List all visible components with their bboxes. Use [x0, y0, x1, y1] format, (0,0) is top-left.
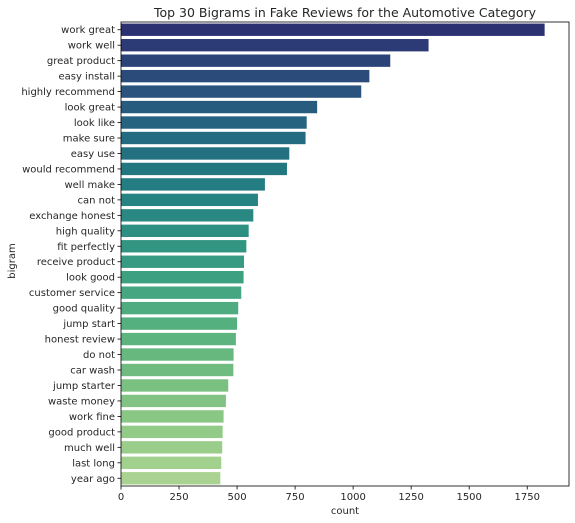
y-tick-label: work fine	[69, 412, 115, 423]
x-tick-label: 1250	[398, 492, 423, 503]
y-tick-label: easy install	[58, 72, 115, 83]
y-tick-label: high quality	[56, 226, 115, 237]
y-tick-label: good quality	[53, 304, 115, 315]
x-tick-label: 1000	[340, 492, 365, 503]
bar-honest-review	[121, 332, 236, 346]
y-tick-label: receive product	[37, 257, 115, 268]
bar-look-like	[121, 116, 307, 129]
bar-easy-use	[121, 147, 290, 160]
y-tick-label: great product	[47, 56, 115, 67]
bar-great-product	[121, 54, 391, 67]
bar-work-fine	[121, 410, 224, 423]
y-tick-label: look good	[66, 273, 115, 284]
y-tick-label: can not	[77, 195, 115, 206]
y-tick-label: work well	[68, 41, 115, 52]
y-tick-label: honest review	[45, 335, 115, 346]
x-tick-label: 1500	[456, 492, 481, 503]
x-tick-label: 250	[169, 492, 188, 503]
plot-frame	[120, 21, 570, 487]
y-tick-label: make sure	[63, 134, 115, 145]
y-tick-label: good product	[48, 427, 115, 438]
x-tick-label: 500	[228, 492, 247, 503]
bar-last-long	[121, 456, 222, 469]
bar-work-great	[121, 23, 545, 36]
bar-year-ago	[121, 472, 221, 485]
bar-work-well	[121, 39, 429, 52]
bar-receive-product	[121, 255, 245, 268]
y-tick-label: work great	[61, 25, 115, 36]
bar-high-quality	[121, 224, 249, 237]
bar-customer-service	[121, 286, 242, 299]
y-tick-label: do not	[83, 350, 115, 361]
y-tick-label: jump start	[62, 319, 115, 330]
bars-group	[121, 23, 545, 485]
y-tick-label: look like	[74, 118, 115, 129]
x-tick-label: 750	[286, 492, 305, 503]
bar-exchange-honest	[121, 209, 254, 222]
y-tick-label: jump starter	[52, 381, 116, 392]
bar-highly-recommend	[121, 85, 362, 98]
bar-car-wash	[121, 363, 234, 377]
y-tick-label: exchange honest	[29, 211, 115, 222]
y-tick-label: well make	[64, 180, 115, 191]
x-ticks: 0 250 500 750 1000 1250 1500 1750	[118, 486, 540, 503]
bar-do-not	[121, 348, 234, 361]
bar-fit-perfectly	[121, 240, 247, 253]
y-tick-labels: work great work well great product easy ins…	[21, 25, 121, 485]
y-tick-label: look great	[65, 103, 116, 114]
bar-much-well	[121, 441, 223, 454]
bar-look-good	[121, 271, 244, 284]
bar-make-sure	[121, 131, 306, 145]
y-tick-label: customer service	[29, 288, 115, 299]
bar-well-make	[121, 178, 265, 191]
x-tick-label: 1750	[514, 492, 539, 503]
bar-can-not	[121, 193, 258, 207]
y-tick-label: fit perfectly	[57, 242, 115, 253]
chart-title: Top 30 Bigrams in Fake Reviews for the A…	[153, 5, 537, 20]
y-tick-label: year ago	[71, 474, 115, 485]
bar-good-product	[121, 425, 223, 439]
y-tick-label: easy use	[71, 149, 115, 160]
bar-look-great	[121, 100, 318, 114]
bar-waste-money	[121, 394, 226, 408]
y-tick-label: last long	[72, 458, 115, 469]
y-tick-label: much well	[64, 443, 115, 454]
x-axis-title: count	[331, 506, 359, 517]
y-tick-label: waste money	[48, 396, 115, 407]
y-tick-label: would recommend	[22, 164, 115, 175]
y-axis-title: bigram	[7, 243, 18, 278]
bar-jump-start	[121, 317, 238, 330]
bar-jump-starter	[121, 379, 229, 392]
y-tick-label: car wash	[70, 366, 115, 377]
x-tick-label: 0	[118, 492, 124, 503]
bar-easy-install	[121, 69, 370, 83]
y-tick-label: highly recommend	[21, 87, 115, 98]
bar-would-recommend	[121, 162, 287, 176]
bar-good-quality	[121, 301, 239, 315]
